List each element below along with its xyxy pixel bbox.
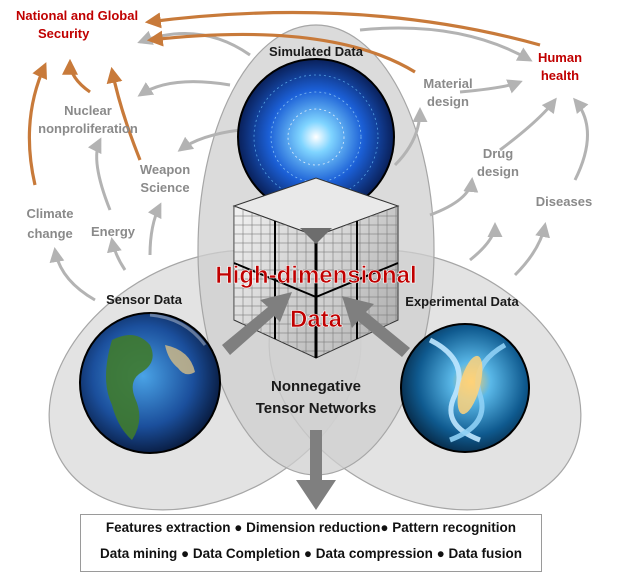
climate-change-label-line1: Climate [27,206,74,221]
arrow-climate-to-security [27,62,47,186]
outputs-line-1: Features extraction ● Dimension reductio… [105,520,517,535]
method-label-line2: Tensor Networks [256,400,377,417]
sensor-data-image [79,312,221,454]
arrow-material-to-security [146,30,416,74]
weapon-science-label-line2: Science [140,180,189,195]
experimental-data-label: Experimental Data [405,294,519,309]
arrow-to-weapon [147,202,162,256]
security-arrows [27,10,541,186]
arrow-exp-to-drug [469,222,503,262]
weapon-science-label-line1: Weapon [140,162,190,177]
simulated-data-image [237,58,395,216]
arrow-sensor-to-cube [222,292,292,355]
simulated-data-label: Simulated Data [269,44,364,59]
arrow-material-to-health [459,79,523,94]
arrow-sim-to-health [359,26,533,62]
experimental-data-image [400,323,530,453]
arrow-nuclear-to-security [62,58,91,94]
arrow-weapon-to-security [106,66,142,161]
arrow-diseases-to-health [573,97,589,181]
outputs-line-2: Data mining ● Data Completion ● Data com… [99,546,523,561]
center-title-line1: High-dimensional [215,262,416,289]
arrow-health-to-security [144,10,541,47]
arrow-to-drug [429,177,479,217]
drug-design-label-line1: Drug [483,146,513,161]
sensor-data-label: Sensor Data [106,292,183,307]
arrow-to-climate [49,247,96,302]
drug-design-label-line2: design [477,164,519,179]
arrow-to-diseases [513,222,550,277]
national-security-label-line1: National and Global [16,8,138,23]
outputs-box: Features extraction ● Dimension reductio… [80,514,542,572]
arrow-to-energy [107,237,127,271]
flow-arrows [222,292,410,510]
national-security-label-line2: Security [38,26,90,41]
climate-change-label-line2: change [27,226,73,241]
application-arrows [49,26,589,302]
method-label-line1: Nonnegative [271,378,361,395]
material-design-label-line2: design [427,94,469,109]
human-health-label-line1: Human [538,50,582,65]
nuclear-label-line2: nonproliferation [38,121,138,136]
arrow-sim-to-nuclear [137,80,231,97]
arrow-experimental-to-cube [342,296,410,357]
arrow-sim-to-weapon [177,128,241,152]
material-design-label-line1: Material [423,76,472,91]
energy-label: Energy [91,224,136,239]
nuclear-label-line1: Nuclear [64,103,112,118]
arrow-to-nuclear [87,137,112,211]
human-health-label-line2: health [541,68,579,83]
arrow-to-outputs [296,430,336,510]
arrow-to-material [393,107,428,167]
center-title-line2: Data [290,306,343,333]
diseases-label: Diseases [536,194,592,209]
arrow-drug-to-health [499,97,557,152]
